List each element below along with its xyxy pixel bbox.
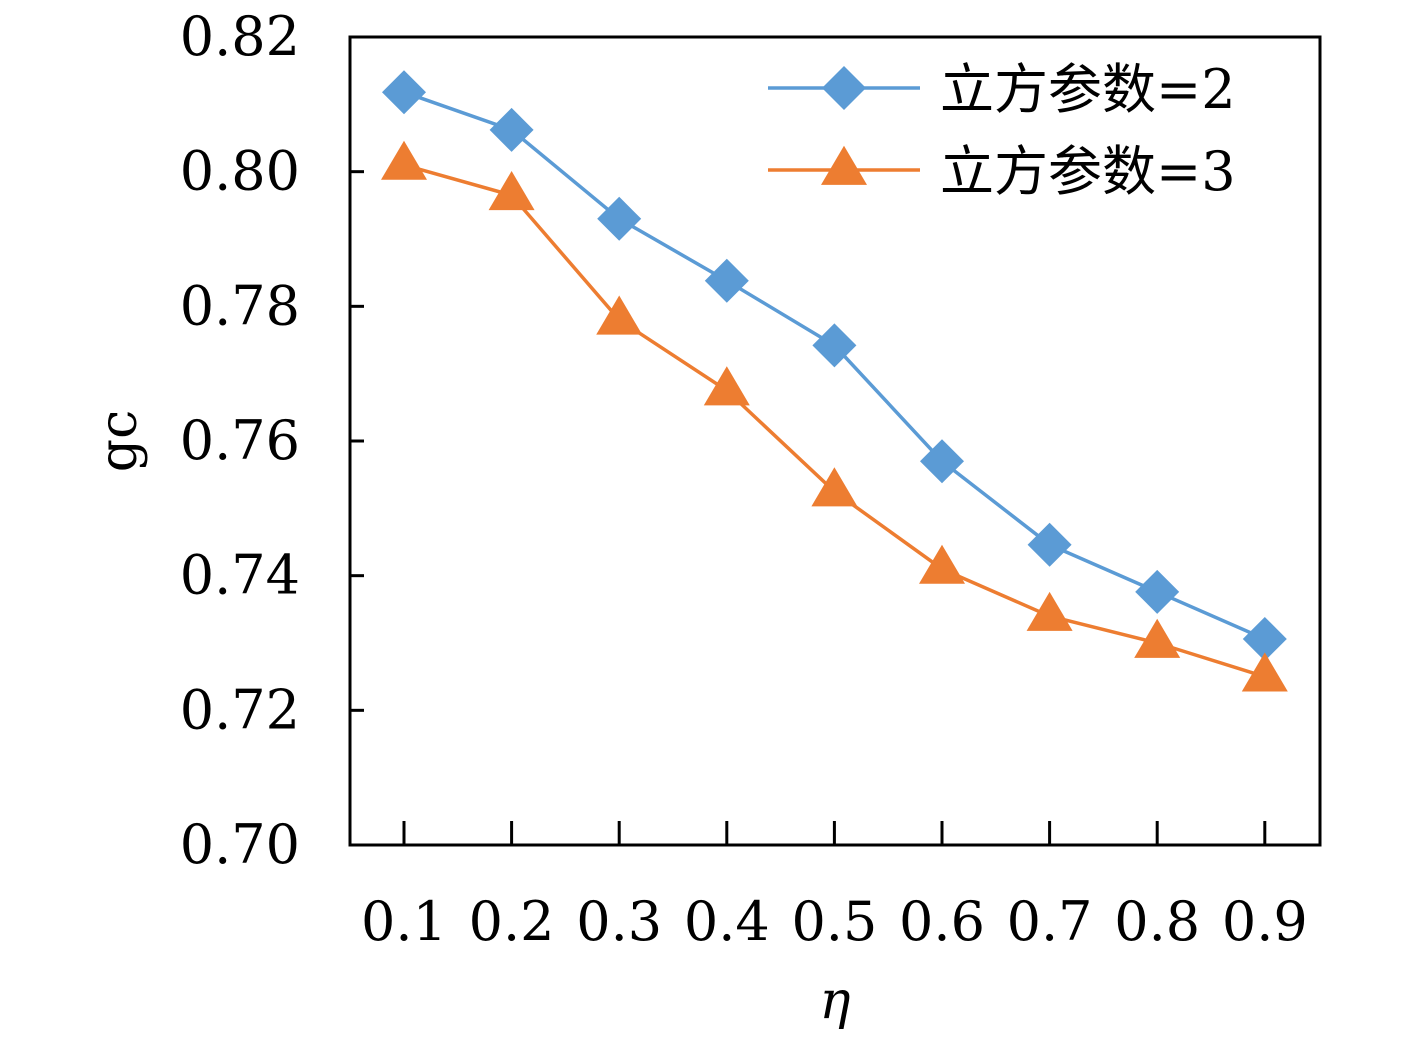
data-point-diamond bbox=[1135, 569, 1180, 614]
series-1 bbox=[382, 70, 1287, 661]
data-point-diamond bbox=[920, 439, 964, 484]
data-point-diamond bbox=[1027, 522, 1072, 567]
x-tick-label: 0.4 bbox=[684, 890, 770, 953]
legend-label: 立方参数=2 bbox=[940, 58, 1236, 121]
data-point-diamond bbox=[1242, 616, 1287, 661]
y-tick-label: 0.74 bbox=[180, 544, 300, 607]
series-line bbox=[403, 163, 1266, 679]
data-point-triangle bbox=[919, 544, 965, 584]
y-tick-label: 0.80 bbox=[180, 140, 300, 203]
y-tick-label: 0.82 bbox=[180, 5, 300, 68]
data-point-diamond bbox=[382, 70, 426, 115]
legend: 立方参数=2 立方参数=3 bbox=[768, 58, 1236, 203]
data-point-diamond bbox=[812, 323, 857, 368]
data-point-triangle bbox=[1026, 591, 1073, 631]
data-point-triangle bbox=[1134, 618, 1181, 658]
data-point-triangle bbox=[488, 170, 535, 211]
data-point-triangle bbox=[811, 467, 858, 507]
y-tick-label: 0.78 bbox=[180, 274, 300, 337]
data-point-diamond bbox=[597, 196, 642, 241]
y-tick-label: 0.72 bbox=[180, 678, 300, 741]
x-axis-ticks: 0.1 0.2 0.3 0.4 0.5 0.6 0.7 0.8 0.9 bbox=[361, 821, 1308, 953]
y-tick-label: 0.76 bbox=[180, 409, 300, 472]
data-point-diamond bbox=[489, 107, 534, 152]
x-tick-label: 0.3 bbox=[576, 890, 662, 953]
x-tick-label: 0.5 bbox=[791, 890, 877, 953]
data-point-triangle bbox=[381, 140, 427, 180]
y-axis-ticks: 0.70 0.72 0.74 0.76 0.78 0.80 0.82 bbox=[180, 5, 364, 876]
data-point-triangle bbox=[596, 295, 643, 335]
legend-marker-triangle bbox=[821, 145, 867, 185]
x-tick-label: 0.7 bbox=[1007, 890, 1093, 953]
x-tick-label: 0.6 bbox=[899, 890, 985, 953]
y-axis-label: gc bbox=[89, 410, 149, 472]
x-tick-label: 0.1 bbox=[361, 890, 447, 953]
x-tick-label: 0.9 bbox=[1222, 890, 1308, 953]
data-point-diamond bbox=[704, 258, 749, 303]
y-tick-label: 0.70 bbox=[180, 813, 300, 876]
x-axis-label: η bbox=[819, 971, 850, 1031]
series-2 bbox=[381, 140, 1288, 692]
data-point-triangle bbox=[703, 366, 750, 406]
legend-marker-diamond bbox=[822, 66, 866, 110]
x-tick-label: 0.8 bbox=[1114, 890, 1200, 953]
x-tick-label: 0.2 bbox=[469, 890, 555, 953]
legend-label: 立方参数=3 bbox=[940, 140, 1236, 203]
series-layer bbox=[381, 70, 1288, 692]
data-point-triangle bbox=[1241, 652, 1288, 692]
